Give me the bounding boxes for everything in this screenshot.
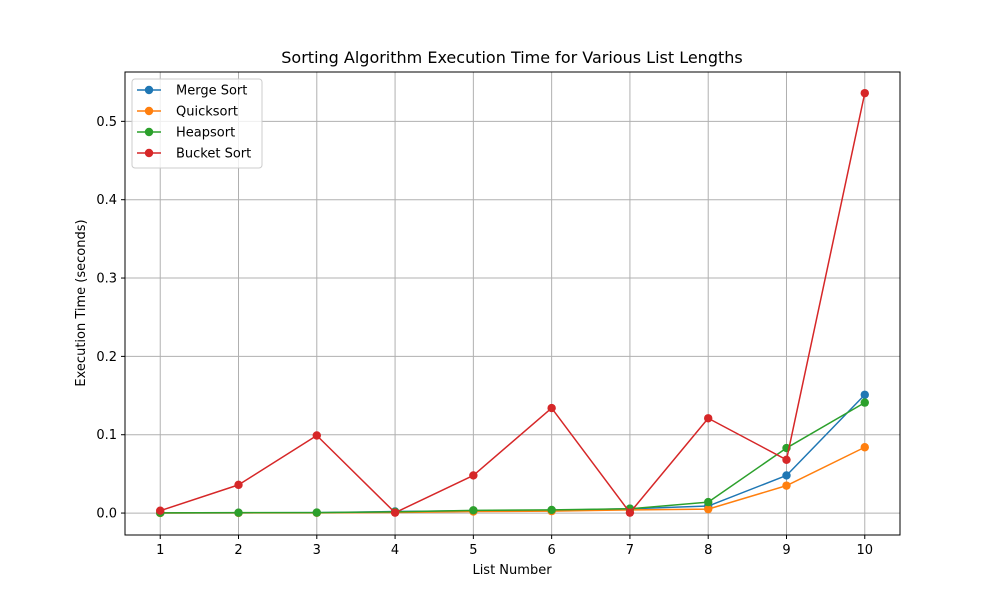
- data-point-quicksort: [860, 443, 869, 452]
- legend-item-quicksort: Quicksort: [137, 105, 238, 120]
- legend-item-merge-sort: Merge Sort: [137, 84, 247, 99]
- series-merge-sort: [156, 390, 869, 518]
- plot-area-frame: [124, 71, 901, 536]
- y-tick-label: 0.4: [96, 193, 117, 208]
- data-point-bucket-sort: [469, 471, 478, 480]
- legend-marker: [144, 85, 154, 95]
- data-point-heapsort: [860, 398, 869, 407]
- chart-title: Sorting Algorithm Execution Time for Var…: [281, 48, 742, 67]
- series-line-bucket-sort: [159, 92, 866, 514]
- series-bucket-sort: [156, 88, 869, 517]
- legend-item-bucket-sort: Bucket Sort: [137, 147, 251, 162]
- x-axis-title: List Number: [472, 563, 552, 578]
- legend-item-heapsort: Heapsort: [137, 126, 235, 141]
- legend-label: Bucket Sort: [176, 147, 251, 162]
- x-tick-label: 4: [391, 543, 399, 558]
- data-point-merge-sort: [860, 390, 869, 399]
- data-point-bucket-sort: [547, 403, 556, 413]
- y-tick-label: 0.1: [96, 428, 117, 443]
- series-heapsort: [156, 398, 869, 518]
- x-tick-label: 2: [234, 543, 242, 558]
- data-point-heapsort: [547, 505, 556, 515]
- data-point-bucket-sort: [704, 414, 713, 423]
- legend-label: Quicksort: [176, 105, 238, 120]
- data-point-bucket-sort: [390, 508, 400, 517]
- data-point-bucket-sort: [312, 431, 321, 440]
- series-lines: [156, 88, 869, 518]
- x-tick-label: 10: [856, 543, 873, 558]
- data-point-bucket-sort: [625, 508, 635, 517]
- x-tick-label: 5: [469, 543, 477, 558]
- series-quicksort: [156, 443, 869, 518]
- data-point-bucket-sort: [234, 480, 243, 490]
- y-tick-label: 0.2: [96, 350, 117, 365]
- series-line-merge-sort: [160, 394, 866, 514]
- legend-marker: [144, 106, 154, 116]
- legend-box: [131, 78, 263, 169]
- data-point-quicksort: [704, 504, 713, 514]
- legend: Merge Sort Quicksort Heapsort Bucket Sort: [131, 78, 263, 169]
- legend-marker: [144, 148, 154, 158]
- axis-ticks: 1 2 3 4 5 6 7 8 9 10 0.0 0.1 0.2 0.3 0.4 0.5: [96, 115, 873, 558]
- x-tick-label: 8: [704, 543, 712, 558]
- series-line-heapsort: [160, 401, 866, 514]
- y-axis-title: Execution Time (seconds): [74, 219, 89, 386]
- x-tick-label: 7: [626, 543, 634, 558]
- data-point-heapsort: [234, 508, 243, 517]
- data-point-merge-sort: [782, 471, 791, 480]
- x-tick-label: 6: [548, 543, 556, 558]
- y-tick-label: 0.0: [96, 507, 117, 522]
- data-point-heapsort: [312, 508, 321, 517]
- data-point-bucket-sort: [860, 88, 869, 98]
- series-line-quicksort: [160, 446, 866, 514]
- data-point-heapsort: [704, 497, 713, 507]
- x-tick-label: 3: [313, 543, 321, 558]
- x-tick-label: 9: [782, 543, 790, 558]
- data-point-bucket-sort: [156, 506, 165, 515]
- legend-marker: [144, 127, 154, 137]
- x-tick-label: 1: [156, 543, 164, 558]
- legend-label: Merge Sort: [176, 84, 247, 99]
- data-point-quicksort: [782, 481, 791, 490]
- data-point-bucket-sort: [782, 455, 791, 464]
- y-tick-label: 0.3: [96, 272, 117, 287]
- data-point-heapsort: [469, 506, 478, 515]
- legend-label: Heapsort: [176, 126, 235, 141]
- y-tick-label: 0.5: [96, 115, 117, 130]
